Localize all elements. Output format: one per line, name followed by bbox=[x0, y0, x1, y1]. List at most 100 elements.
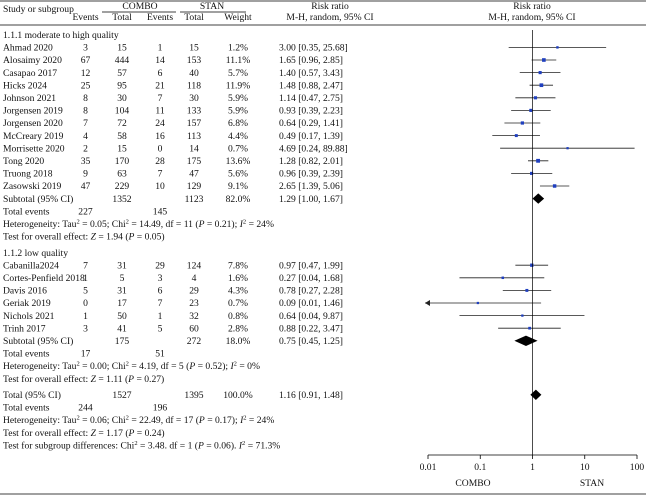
study-name: Hicks 2024 bbox=[3, 80, 47, 91]
note-text: Test for overall effect: bbox=[3, 374, 91, 385]
study-name: Johnson 2021 bbox=[3, 93, 56, 104]
risk-ratio-ci: 2.65 [1.39, 5.06] bbox=[279, 181, 343, 192]
total-stan: 113 bbox=[187, 131, 201, 142]
point-estimate-marker bbox=[521, 314, 524, 317]
note-text: = 0.06; Chi bbox=[80, 415, 126, 426]
header-total-combo: Total bbox=[112, 12, 132, 23]
study-name: Jorgensen 2020 bbox=[3, 118, 63, 129]
note-text: Test for subgroup differences: Chi bbox=[3, 440, 135, 451]
point-estimate-marker bbox=[530, 171, 534, 175]
note-text: = 1.17 ( bbox=[96, 428, 129, 439]
total-stan: 47 bbox=[189, 169, 199, 180]
italic-symbol: P bbox=[127, 374, 134, 385]
total-stan: 23 bbox=[189, 298, 199, 309]
events-stan: 6 bbox=[158, 286, 163, 297]
x-tick-label: 0.1 bbox=[474, 462, 486, 473]
superscript: 2 bbox=[76, 218, 79, 225]
header-events-stan: Events bbox=[147, 12, 173, 23]
total-stan: 129 bbox=[187, 181, 202, 192]
weight-value: 0.7% bbox=[228, 143, 248, 154]
point-estimate-marker bbox=[533, 96, 538, 100]
events-stan: 3 bbox=[158, 273, 163, 284]
total-stan: 153 bbox=[187, 55, 202, 66]
point-estimate-marker bbox=[529, 108, 533, 112]
events-combo: 67 bbox=[81, 55, 91, 66]
events-stan: 1 bbox=[158, 311, 163, 322]
total-events-stan: 145 bbox=[153, 206, 168, 217]
total-combo: 41 bbox=[117, 323, 127, 334]
total-stan: 157 bbox=[187, 118, 202, 129]
weight-value: 4.4% bbox=[228, 131, 248, 142]
point-estimate-marker bbox=[536, 158, 541, 163]
point-estimate-marker bbox=[552, 184, 557, 188]
note-text: = 24% bbox=[247, 415, 275, 426]
study-name: Ahmad 2020 bbox=[3, 43, 53, 54]
x-tick-label: 10 bbox=[580, 462, 590, 473]
total-events-combo: 244 bbox=[78, 403, 93, 414]
weight-value: 6.8% bbox=[228, 118, 248, 129]
note-text: = 71.3% bbox=[245, 440, 280, 451]
total-combo: 72 bbox=[117, 118, 127, 129]
study-name: Casapao 2017 bbox=[3, 68, 57, 79]
note-text: = 0.17); bbox=[205, 415, 240, 426]
superscript: 2 bbox=[76, 361, 79, 368]
weight-value: 18.0% bbox=[226, 336, 251, 347]
events-combo: 2 bbox=[83, 143, 88, 154]
total-events-label: Total events bbox=[3, 403, 50, 414]
note-text: = 0% bbox=[237, 361, 260, 372]
risk-ratio-ci: 0.93 [0.39, 2.23] bbox=[279, 106, 343, 117]
events-combo: 9 bbox=[83, 169, 88, 180]
superscript: 2 bbox=[243, 218, 246, 225]
weight-value: 1.2% bbox=[228, 43, 248, 54]
total-combo: 50 bbox=[117, 311, 127, 322]
events-stan: 1 bbox=[158, 43, 163, 54]
italic-symbol: P bbox=[128, 428, 135, 439]
events-combo: 1 bbox=[83, 311, 88, 322]
risk-ratio-ci: 0.96 [0.39, 2.39] bbox=[279, 169, 343, 180]
x-tick-label: 1 bbox=[530, 462, 535, 473]
risk-ratio-ci: 0.64 [0.29, 1.41] bbox=[279, 118, 343, 129]
statistics-note: Heterogeneity: Tau2​ = 0.00; Chi2​ = 4.1… bbox=[3, 361, 260, 373]
point-estimate-marker bbox=[514, 134, 518, 138]
weight-value: 5.7% bbox=[228, 68, 248, 79]
risk-ratio-ci: 1.28 [0.82, 2.01] bbox=[279, 156, 343, 167]
total-combo: 444 bbox=[115, 55, 130, 66]
weight-value: 5.9% bbox=[228, 93, 248, 104]
study-name: Geriak 2019 bbox=[3, 298, 51, 309]
note-text: = 24% bbox=[246, 219, 274, 230]
point-estimate-marker bbox=[556, 46, 559, 49]
note-text: Heterogeneity: Tau bbox=[3, 415, 77, 426]
study-name: Tong 2020 bbox=[3, 156, 44, 167]
italic-symbol: Z bbox=[91, 374, 97, 385]
total-combo: 63 bbox=[117, 169, 127, 180]
superscript: 2 bbox=[126, 415, 129, 422]
risk-ratio-ci: 3.00 [0.35, 25.68] bbox=[279, 43, 348, 54]
total-combo: 170 bbox=[115, 156, 130, 167]
header-weight: Weight bbox=[224, 12, 252, 23]
superscript: 2 bbox=[242, 440, 245, 447]
subtotal-label: Subtotal (95% CI) bbox=[3, 194, 73, 205]
point-estimate-marker bbox=[525, 288, 529, 292]
study-name: Nichols 2021 bbox=[3, 311, 55, 322]
weight-value: 11.9% bbox=[226, 80, 250, 91]
x-favours-left: COMBO bbox=[455, 478, 490, 489]
note-text: = 0.52); bbox=[195, 361, 230, 372]
weight-value: 7.8% bbox=[228, 260, 248, 271]
total-combo: 15 bbox=[117, 43, 127, 54]
risk-ratio-ci: 1.16 [0.91, 1.48] bbox=[279, 390, 343, 401]
total-events-combo: 227 bbox=[78, 206, 93, 217]
weight-value: 0.8% bbox=[228, 311, 248, 322]
point-estimate-marker bbox=[528, 326, 531, 330]
weight-value: 0.7% bbox=[228, 298, 248, 309]
total-label: Total (95% CI) bbox=[3, 390, 61, 401]
point-estimate-marker bbox=[538, 71, 542, 75]
risk-ratio-ci: 1.14 [0.47, 2.75] bbox=[279, 93, 343, 104]
total-combo: 95 bbox=[117, 80, 127, 91]
italic-symbol: I bbox=[229, 361, 234, 372]
weight-value: 4.3% bbox=[228, 286, 248, 297]
statistics-note: Test for overall effect: Z = 1.11 (P = 0… bbox=[3, 374, 164, 385]
note-text: Heterogeneity: Tau bbox=[3, 219, 77, 230]
total-combo: 15 bbox=[117, 143, 127, 154]
total-diamond bbox=[530, 389, 542, 400]
header-rr-title: Risk ratio bbox=[311, 1, 349, 12]
